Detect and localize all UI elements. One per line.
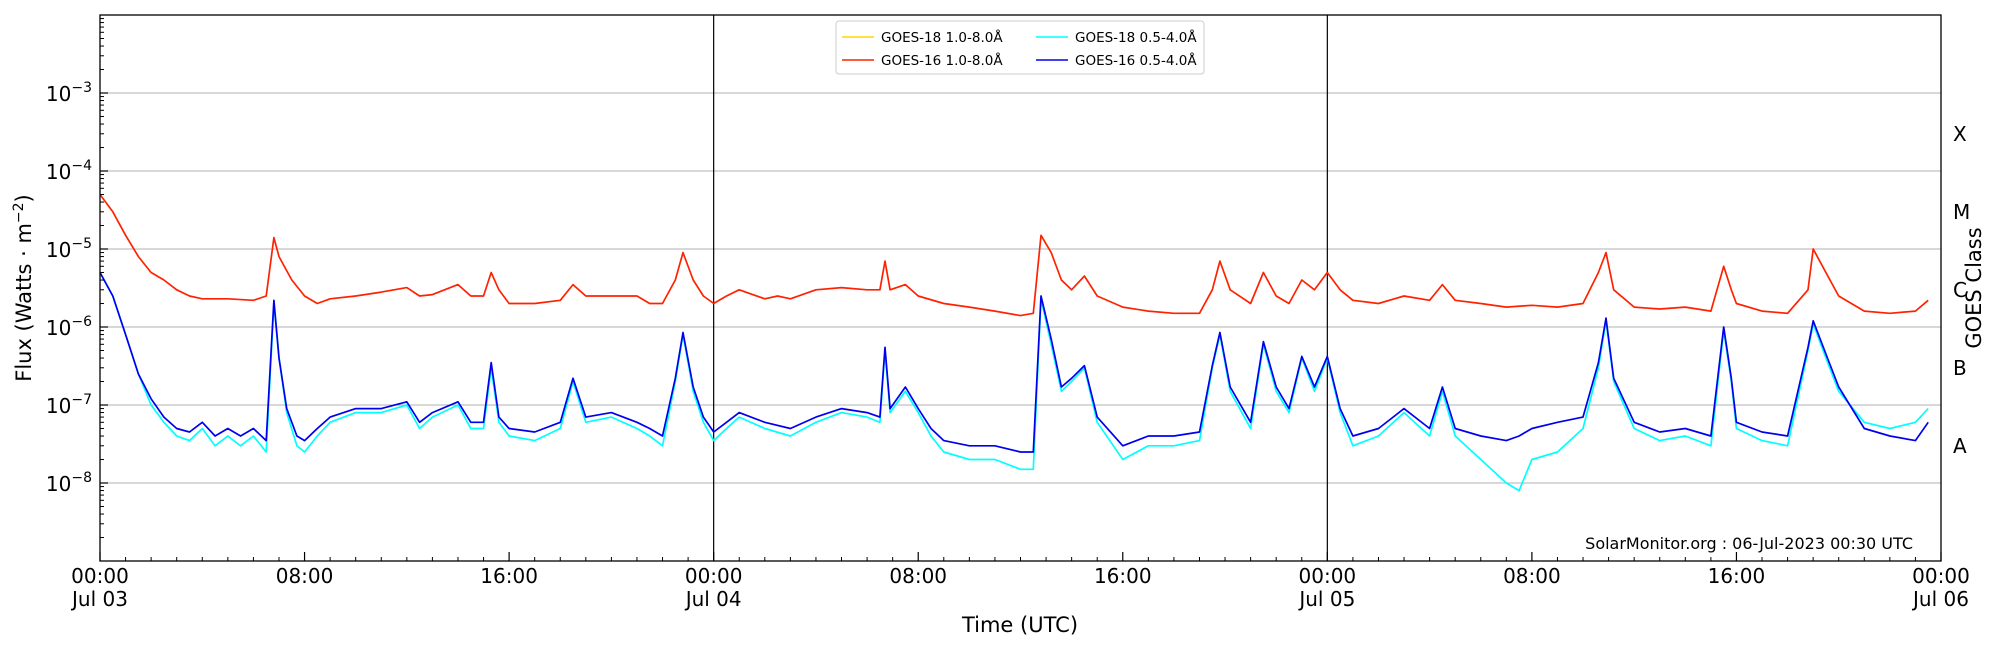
x-tick-time-8: 16:00	[1708, 564, 1766, 588]
y-axis-title-main: Flux (Watts · m	[12, 223, 36, 382]
y-axis-title-close: )	[12, 194, 36, 202]
goes-class-X: X	[1953, 122, 1967, 146]
legend-label-goes18-long: GOES-18 1.0-8.0Å	[881, 29, 1003, 46]
legend: GOES-18 1.0-8.0Å GOES-16 1.0-8.0Å GOES-1…	[835, 20, 1205, 75]
y-tick-label-5: 10−3	[46, 80, 92, 106]
goes-class-A: A	[1953, 434, 1967, 458]
x-tick-time-0: 00:00	[71, 564, 129, 588]
x-tick-time-6: 00:00	[1299, 564, 1357, 588]
series-line-3	[100, 272, 1929, 453]
legend-label-goes18-short: GOES-18 0.5-4.0Å	[1075, 29, 1197, 46]
legend-label-goes16-long: GOES-16 1.0-8.0Å	[881, 52, 1003, 69]
x-tick-date-6: Jul 05	[1297, 587, 1355, 611]
y-tick-label-3: 10−5	[46, 236, 92, 262]
y-tick-label-0: 10−8	[46, 470, 92, 496]
x-axis-title: Time (UTC)	[961, 613, 1078, 637]
right-axis-title: GOES Class	[1962, 227, 1986, 348]
day-boundary-lines	[713, 15, 1328, 561]
goes-class-labels: A B C M X	[1953, 122, 1970, 458]
y-axis-title: Flux (Watts · m−2)	[11, 194, 36, 382]
goes-class-M: M	[1953, 200, 1970, 224]
x-tick-time-9: 00:00	[1912, 564, 1970, 588]
x-tick-time-7: 08:00	[1503, 564, 1561, 588]
credit-text: SolarMonitor.org : 06-Jul-2023 00:30 UTC	[1585, 534, 1913, 553]
x-tick-time-2: 16:00	[480, 564, 538, 588]
x-tick-date-3: Jul 04	[684, 587, 742, 611]
x-tick-date-9: Jul 06	[1911, 587, 1969, 611]
series-line-1	[100, 193, 1929, 317]
series-line-2	[100, 272, 1929, 492]
x-tick-date-0: Jul 03	[70, 587, 128, 611]
plot-background	[100, 15, 1941, 561]
goes-class-B: B	[1953, 356, 1967, 380]
legend-box	[835, 20, 1205, 75]
legend-label-goes16-short: GOES-16 0.5-4.0Å	[1075, 52, 1197, 69]
x-tick-time-1: 08:00	[276, 564, 334, 588]
x-tick-time-4: 08:00	[889, 564, 947, 588]
y-axis-title-sup: −2	[11, 202, 27, 223]
y-tick-label-1: 10−7	[46, 392, 92, 418]
goes-class-C: C	[1953, 278, 1967, 302]
y-axis-ticks: 10−8 10−7 10−6 10−5 10−4 10−3	[46, 18, 108, 539]
x-tick-time-5: 16:00	[1094, 564, 1152, 588]
data-series	[100, 193, 1929, 492]
x-tick-time-3: 00:00	[685, 564, 743, 588]
y-tick-label-2: 10−6	[46, 314, 92, 340]
y-tick-label-4: 10−4	[46, 158, 92, 184]
